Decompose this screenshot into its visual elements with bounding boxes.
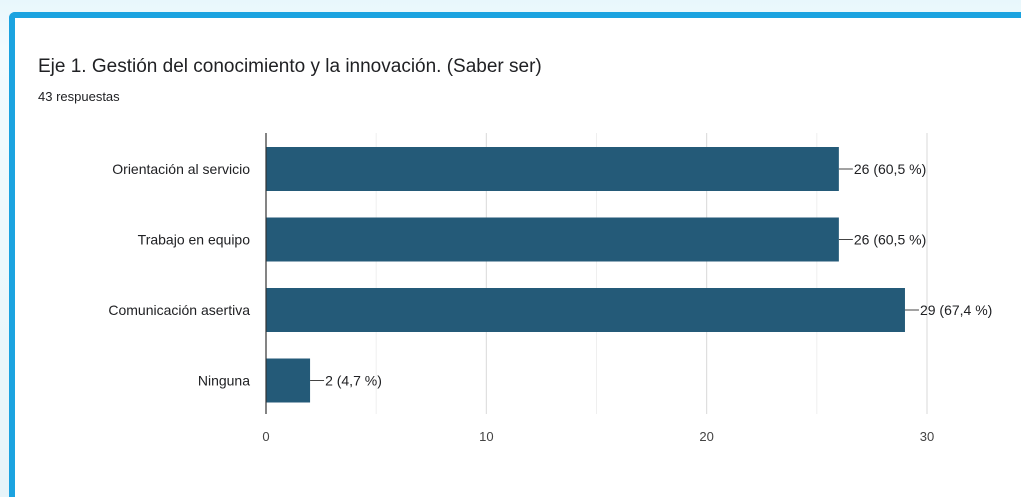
data-label-0: 26 (60,5 %) [854,161,926,177]
data-label-3: 2 (4,7 %) [325,373,382,389]
bar-1 [266,217,839,262]
category-label-1: Trabajo en equipo [138,232,251,248]
bar-3 [266,358,311,403]
x-tick-label-0: 0 [262,429,269,444]
x-tick-label-1: 10 [479,429,493,444]
x-tick-label-2: 20 [699,429,713,444]
chart-title: Eje 1. Gestión del conocimiento y la inn… [38,56,542,77]
data-label-2: 29 (67,4 %) [920,302,992,318]
category-label-0: Orientación al servicio [112,161,250,177]
category-label-2: Comunicación asertiva [108,302,250,318]
bar-2 [266,288,905,332]
bar-0 [266,147,839,191]
response-count: 43 respuestas [38,89,120,104]
category-label-3: Ninguna [198,373,250,389]
data-label-1: 26 (60,5 %) [854,232,926,248]
x-tick-label-3: 30 [920,429,934,444]
